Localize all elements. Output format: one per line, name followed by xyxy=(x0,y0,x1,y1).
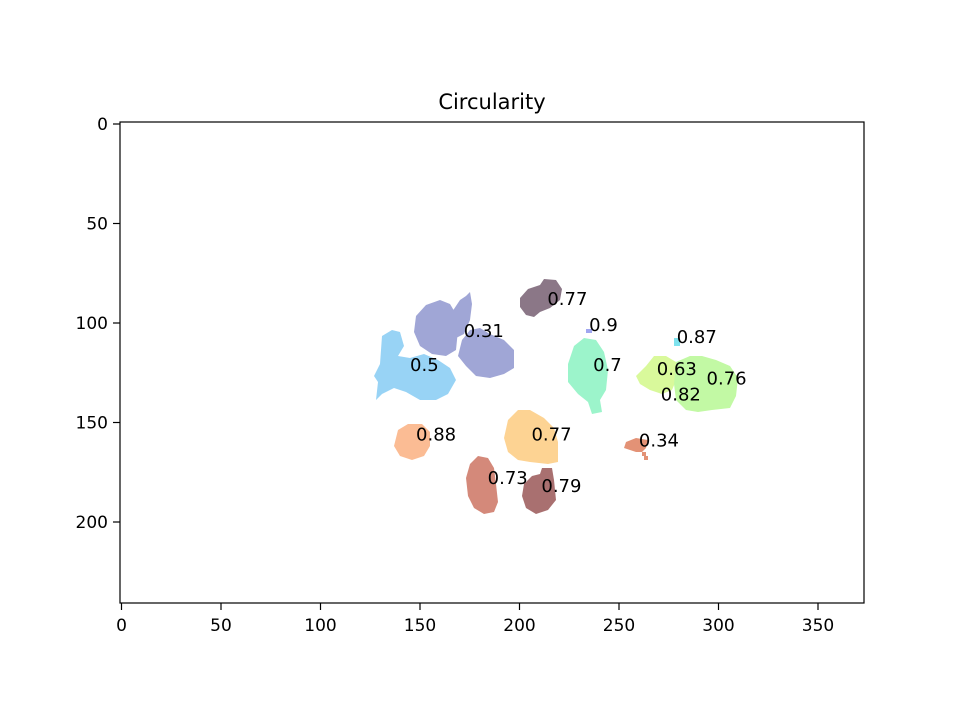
circularity-label: 0.77 xyxy=(531,424,571,445)
y-axis: 0 50 100 150 200 xyxy=(76,115,120,533)
circularity-label: 0.5 xyxy=(410,355,439,376)
circularity-label: 0.73 xyxy=(488,468,528,489)
region-blob xyxy=(452,292,472,338)
region-blob xyxy=(642,452,646,456)
circularity-label: 0.63 xyxy=(657,359,697,380)
x-tick-label: 250 xyxy=(603,616,635,636)
y-tick-label: 0 xyxy=(97,115,108,135)
x-tick-label: 200 xyxy=(503,616,535,636)
region-blob xyxy=(568,338,608,414)
region-blob xyxy=(414,300,458,356)
region-blob xyxy=(644,456,648,460)
circularity-label: 0.31 xyxy=(464,321,504,342)
x-tick-label: 350 xyxy=(802,616,834,636)
circularity-labels: 0.77 0.31 0.9 0.87 0.7 0.63 0.76 0.5 0.82 0.88 0.7… xyxy=(410,289,747,497)
region-blob xyxy=(374,330,456,400)
region-blob xyxy=(586,329,592,333)
x-tick-label: 100 xyxy=(304,616,336,636)
x-tick-label: 300 xyxy=(702,616,734,636)
y-tick-label: 50 xyxy=(86,215,108,235)
circularity-label: 0.77 xyxy=(547,289,587,310)
circularity-label: 0.79 xyxy=(541,476,581,497)
circularity-label: 0.82 xyxy=(661,385,701,406)
region-blob xyxy=(624,438,648,452)
x-tick-label: 150 xyxy=(404,616,436,636)
region-blob xyxy=(522,468,556,514)
circularity-label: 0.88 xyxy=(416,424,456,445)
region-blob xyxy=(394,424,430,460)
region-blob xyxy=(466,456,498,514)
circularity-label: 0.34 xyxy=(639,430,679,451)
x-tick-label: 0 xyxy=(116,616,127,636)
region-blob xyxy=(674,356,738,412)
region-blob xyxy=(674,338,680,346)
y-tick-label: 150 xyxy=(76,414,108,434)
region-blob xyxy=(458,328,514,378)
region-blob xyxy=(636,356,678,394)
circularity-label: 0.87 xyxy=(677,327,717,348)
region-blob xyxy=(520,279,562,317)
y-tick-label: 200 xyxy=(76,513,108,533)
region-blob xyxy=(504,410,558,464)
y-tick-label: 100 xyxy=(76,314,108,334)
chart-title: Circularity xyxy=(438,90,545,114)
plot-frame xyxy=(119,121,865,604)
circularity-label: 0.76 xyxy=(707,369,747,390)
circularity-label: 0.9 xyxy=(589,315,618,336)
segmented-regions xyxy=(374,279,738,514)
x-axis: 0 50 100 150 200 250 300 350 xyxy=(116,603,834,636)
circularity-label: 0.7 xyxy=(593,355,622,376)
x-tick-label: 50 xyxy=(210,616,232,636)
